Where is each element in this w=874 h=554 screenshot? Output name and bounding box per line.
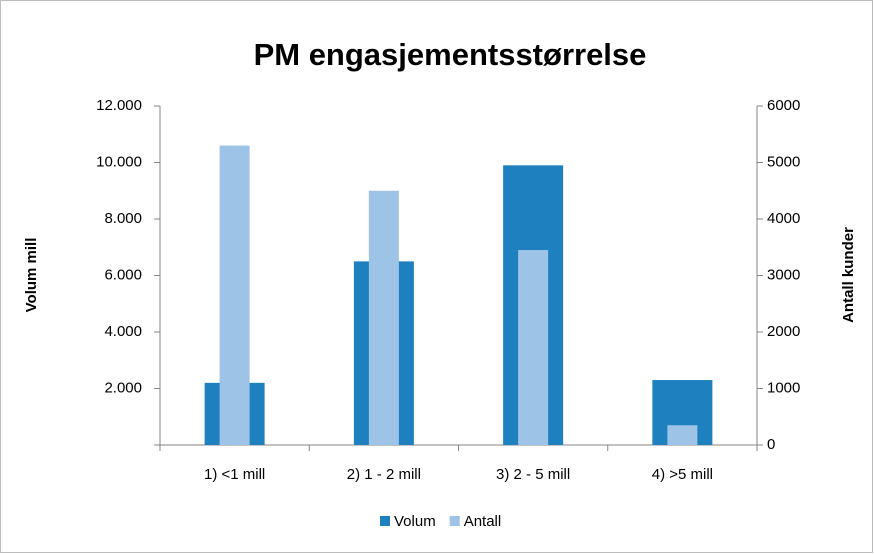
x-tick-label: 3) 2 - 5 mill — [496, 466, 570, 483]
y2-axis-label: Antall kunder — [840, 227, 857, 323]
x-tick-label: 1) <1 mill — [204, 466, 265, 483]
bar — [518, 250, 549, 445]
y2-tick-label: 3000 — [767, 266, 800, 283]
legend-swatch — [449, 516, 460, 526]
y-tick-label: 6.000 — [104, 266, 142, 283]
y-tick-label: 10.000 — [96, 153, 142, 170]
y2-tick-label: 0 — [767, 436, 775, 453]
bar — [219, 145, 250, 446]
bar — [667, 425, 698, 445]
legend-label: Volum — [394, 513, 436, 530]
legend-label: Antall — [464, 513, 502, 530]
y2-tick-label: 6000 — [767, 97, 800, 114]
y-tick-label: 2.000 — [104, 379, 142, 396]
x-tick-label: 4) >5 mill — [652, 466, 713, 483]
y-axis-label: Volum mill — [23, 238, 40, 313]
y-tick-label: 12.000 — [96, 97, 142, 114]
bar — [368, 190, 399, 445]
y2-tick-label: 5000 — [767, 153, 800, 170]
y-tick-label: 8.000 — [104, 210, 142, 227]
x-tick-label: 2) 1 - 2 mill — [347, 466, 421, 483]
chart-title: PM engasjementsstørrelse — [254, 37, 647, 72]
y2-tick-label: 1000 — [767, 379, 800, 396]
y-tick-label: 4.000 — [104, 323, 142, 340]
y2-tick-label: 4000 — [767, 210, 800, 227]
y2-tick-label: 2000 — [767, 323, 800, 340]
legend-swatch — [380, 516, 390, 526]
